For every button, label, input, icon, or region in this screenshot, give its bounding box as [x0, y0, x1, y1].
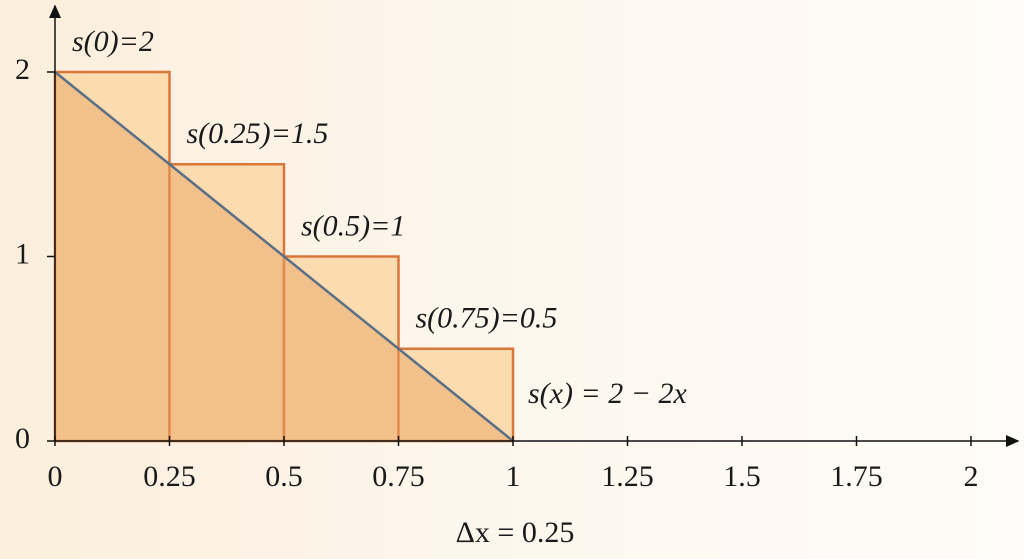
- x-tick-label: 0.75: [372, 460, 425, 493]
- value-label: s(0.5)=1: [301, 209, 405, 242]
- x-tick-label: 0.25: [143, 460, 196, 493]
- x-axis-label: Δx = 0.25: [456, 516, 575, 549]
- x-tick-label: 1.75: [830, 460, 883, 493]
- value-label: s(0)=2: [72, 25, 154, 58]
- line-label: s(x) = 2 − 2x: [528, 377, 687, 410]
- value-label: s(0.75)=0.5: [416, 302, 558, 335]
- x-tick-label: 0.5: [265, 460, 303, 493]
- y-tick-label: 2: [15, 53, 30, 86]
- x-tick-label: 0: [48, 460, 63, 493]
- value-label: s(0.25)=1.5: [187, 117, 329, 150]
- x-tick-label: 1: [506, 460, 521, 493]
- y-tick-label: 1: [15, 237, 30, 270]
- line: [54, 71, 514, 442]
- x-tick-label: 1.5: [723, 460, 761, 493]
- x-tick-label: 2: [964, 460, 979, 493]
- x-tick-label: 1.25: [601, 460, 654, 493]
- y-tick-label: 0: [15, 422, 30, 455]
